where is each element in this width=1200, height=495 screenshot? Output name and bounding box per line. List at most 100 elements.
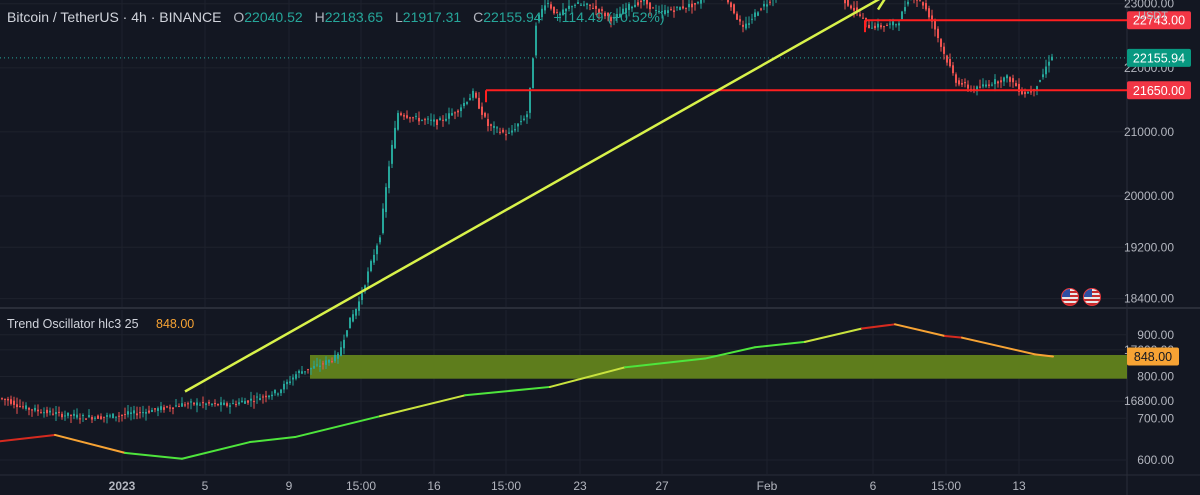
candle-body: [445, 118, 447, 121]
candle-body: [340, 347, 342, 356]
oscillator-segment: [379, 394, 466, 418]
candle-body: [769, 1, 771, 3]
oscillator-segment: [944, 335, 963, 339]
candle-body: [1000, 80, 1002, 83]
candle-body: [640, 0, 642, 3]
candle-body: [271, 394, 273, 397]
candle-body: [985, 84, 987, 87]
candle-body: [895, 24, 897, 26]
candle-body: [298, 370, 300, 374]
candle-body: [193, 402, 195, 405]
candle-body: [538, 14, 540, 22]
candle-body: [1009, 77, 1011, 82]
candle-body: [727, 0, 729, 3]
candle-body: [730, 2, 732, 8]
candle-body: [916, 0, 918, 1]
candle-body: [1012, 78, 1014, 83]
oscillator-segment: [861, 323, 896, 330]
candle-body: [580, 4, 582, 6]
candle-body: [520, 121, 522, 123]
candle-body: [154, 408, 156, 410]
candle-body: [157, 408, 159, 411]
candle-body: [877, 23, 879, 28]
candle-body: [925, 3, 927, 10]
time-axis-label: 15:00: [931, 479, 961, 493]
oscillator-segment: [894, 323, 946, 338]
candle-body: [67, 412, 69, 416]
candle-body: [436, 119, 438, 125]
candle-body: [418, 117, 420, 122]
candle-body: [934, 19, 936, 30]
candle-body: [967, 84, 969, 89]
candle-body: [79, 418, 81, 420]
candle-body: [553, 6, 555, 14]
candle-body: [148, 410, 150, 413]
candle-body: [853, 7, 855, 11]
candle-body: [325, 360, 327, 365]
candle-body: [649, 2, 651, 10]
candle-body: [919, 0, 921, 1]
candle-body: [235, 403, 237, 406]
symbol-title[interactable]: Bitcoin / TetherUS · 4h · BINANCE: [7, 9, 222, 25]
candle-body: [1018, 83, 1020, 92]
candle-body: [739, 19, 741, 22]
oscillator-header[interactable]: Trend Oscillator hlc3 25 848.00: [7, 317, 194, 331]
price-label-box: [1127, 11, 1191, 30]
candle-body: [262, 396, 264, 398]
candle-body: [904, 7, 906, 12]
candle-body: [307, 369, 309, 371]
candle-body: [16, 404, 18, 408]
candle-body: [982, 84, 984, 87]
candle-body: [676, 6, 678, 8]
time-axis-label: 23: [573, 479, 587, 493]
candle-body: [604, 12, 606, 17]
candle-body: [679, 7, 681, 10]
candle-body: [316, 364, 318, 366]
time-axis-label: 16: [427, 479, 441, 493]
candle-body: [577, 2, 579, 4]
candle-body: [472, 90, 474, 98]
time-axis-label: 13: [1012, 479, 1026, 493]
close-value: 22155.94: [483, 9, 542, 25]
candle-body: [187, 403, 189, 405]
candle-body: [1048, 61, 1050, 66]
candle-body: [31, 409, 33, 411]
candle-body: [184, 404, 186, 406]
candle-body: [571, 6, 573, 8]
candle-body: [259, 398, 261, 400]
oscillator-segment: [464, 385, 551, 397]
candle-body: [565, 8, 567, 12]
candle-body: [229, 405, 231, 407]
candle-body: [1, 398, 3, 400]
us-flag-icon[interactable]: [1061, 288, 1079, 306]
oscillator-segment: [181, 441, 251, 460]
candle-body: [355, 308, 357, 316]
candle-body: [100, 416, 102, 420]
time-axis-label: Feb: [757, 479, 778, 493]
candle-body: [40, 412, 42, 414]
candle-body: [406, 115, 408, 118]
candle-body: [115, 416, 117, 418]
candle-body: [646, 0, 648, 5]
oscillator-axis-label: 900.00: [1137, 328, 1174, 342]
candle-body: [37, 409, 39, 412]
candle-body: [868, 24, 870, 29]
candle-body: [136, 413, 138, 416]
candle-body: [415, 115, 417, 117]
candle-body: [43, 412, 45, 414]
candle-body: [172, 407, 174, 409]
candle-body: [112, 413, 114, 419]
oscillator-value: 848.00: [156, 317, 195, 331]
oscillator-segment: [624, 357, 706, 369]
price-axis-unit: USDT: [1138, 10, 1168, 22]
candle-body: [424, 119, 426, 121]
candle-body: [169, 407, 171, 409]
candle-body: [304, 371, 306, 373]
candle-body: [352, 314, 354, 322]
oscillator-segment: [249, 436, 296, 444]
candle-body: [535, 25, 537, 56]
candle-body: [94, 417, 96, 419]
candle-body: [301, 371, 303, 374]
us-flag-icon[interactable]: [1083, 288, 1101, 306]
